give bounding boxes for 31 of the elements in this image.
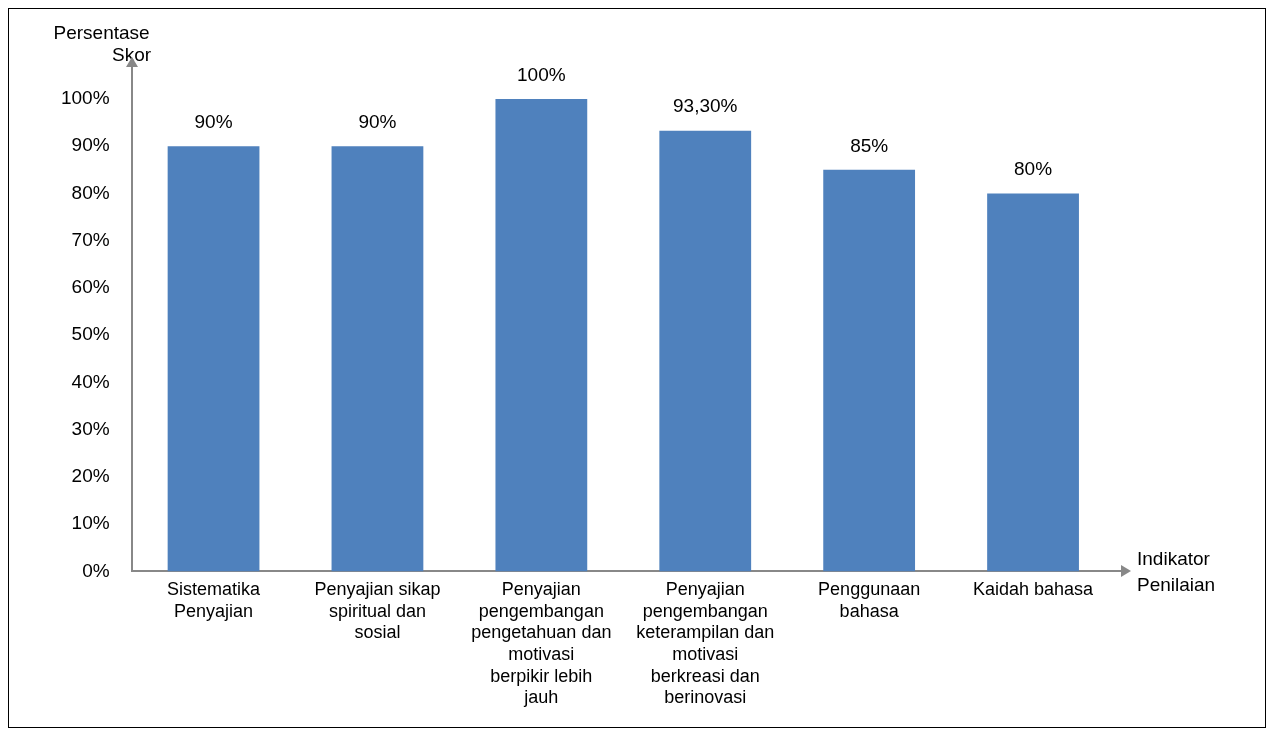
y-tick-label: 10% (71, 512, 110, 534)
y-tick-label: 80% (71, 181, 110, 203)
y-tick-label: 60% (71, 276, 110, 298)
y-tick-label: 40% (71, 370, 110, 392)
y-axis-title: Persentase Skor (53, 21, 152, 65)
bar (987, 193, 1079, 572)
data-label: 93,30% (673, 95, 738, 117)
data-label: 90% (194, 110, 233, 132)
data-label: 80% (1014, 158, 1053, 180)
x-tick-label: Penyajian pengembangan pengetahuan dan motivasi berpikir lebih jauh (471, 579, 612, 708)
y-tick-label: 30% (71, 417, 110, 439)
data-label: 85% (850, 134, 889, 156)
y-tick-label: 0% (82, 559, 110, 581)
y-tick-label: 20% (71, 465, 110, 487)
y-tick-label: 100% (60, 87, 110, 109)
data-label: 100% (517, 63, 566, 85)
bar (331, 146, 424, 572)
x-tick-label: Penyajian sikap spiritual dan sosial (314, 579, 441, 643)
x-tick-label: Kaidah bahasa (972, 579, 1095, 600)
bar (659, 130, 752, 572)
x-axis-title: Indikator Penilaian (1137, 547, 1216, 595)
data-label: 90% (358, 110, 397, 132)
bar (167, 146, 260, 572)
bar (823, 169, 916, 572)
y-tick-label: 50% (71, 323, 110, 345)
y-tick-label: 90% (71, 134, 110, 156)
bar (495, 99, 588, 572)
x-tick-label: Penyajian pengembangan keterampilan dan motivasi berkreasi dan berinovasi (636, 579, 775, 708)
y-tick-label: 70% (71, 228, 110, 250)
x-tick-label: Penggunaan bahasa (818, 579, 921, 621)
x-tick-label: Sistematika Penyajian (167, 579, 262, 621)
